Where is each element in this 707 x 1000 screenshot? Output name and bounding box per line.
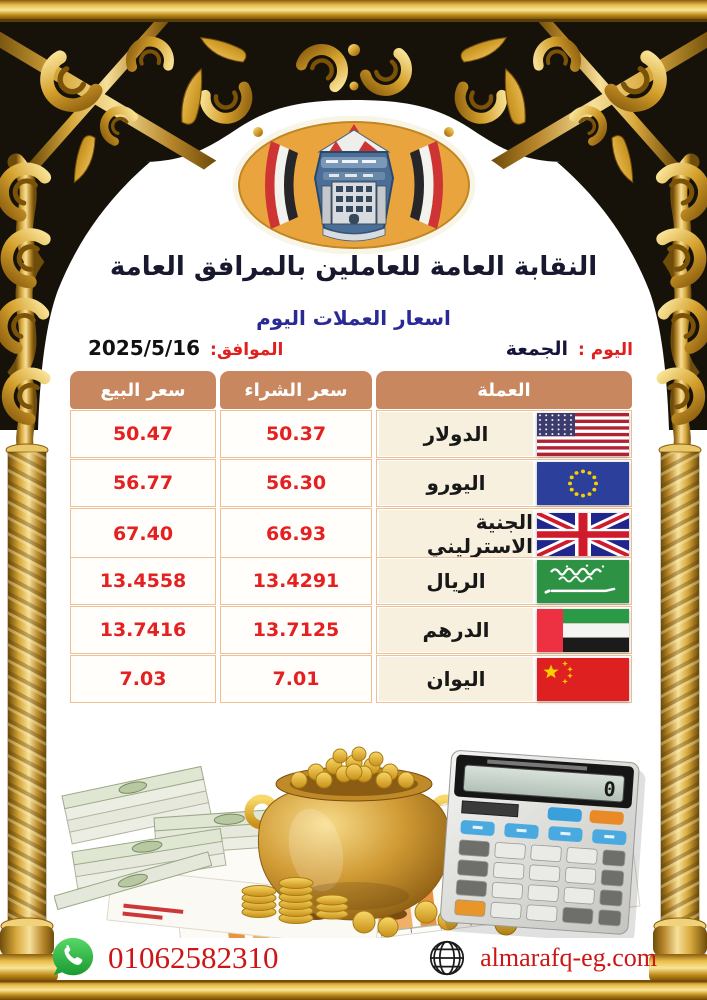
col-header-buy: سعر الشراء <box>220 371 372 409</box>
date-group: الموافق: 2025/5/16 <box>88 336 283 360</box>
buy-price: 13.7125 <box>220 606 372 654</box>
eu-flag-icon <box>537 461 629 505</box>
egypt-flag-left-icon <box>265 141 298 229</box>
table-row-dollar: الدولار 50.37 50.47 <box>70 410 632 458</box>
table-row-riyal: الريال 13.4291 13.4558 <box>70 557 632 605</box>
currency-name: الدرهم <box>379 608 533 652</box>
syndicate-logo <box>232 115 476 255</box>
table-row-euro: اليورو 56.30 56.77 <box>70 459 632 507</box>
table-row-yuan: اليوان 7.01 7.03 <box>70 655 632 703</box>
org-title: النقابة العامة للعاملين بالمرافق العامة <box>109 252 598 282</box>
egypt-flag-right-icon <box>410 141 443 229</box>
buy-price: 50.37 <box>220 410 372 458</box>
currency-cell: الريال <box>376 557 632 605</box>
sell-price: 50.47 <box>70 410 216 458</box>
table-header-row: العملة سعر الشراء سعر البيع <box>70 371 632 409</box>
buy-price: 66.93 <box>220 508 372 560</box>
saudi-flag-icon <box>537 559 629 603</box>
date-value: 2025/5/16 <box>88 336 201 360</box>
website-url: almarafq-eg.com <box>480 943 657 972</box>
buy-price: 56.30 <box>220 459 372 507</box>
usa-flag-icon <box>537 412 629 456</box>
day-value: الجمعة <box>505 338 569 360</box>
sell-price: 67.40 <box>70 508 216 560</box>
currency-cell: اليوان <box>376 655 632 703</box>
date-label: الموافق: <box>210 340 284 360</box>
whatsapp-icon <box>50 935 96 981</box>
phone-number: 01062582310 <box>108 940 279 975</box>
rates-table: العملة سعر الشراء سعر البيع <box>70 371 632 703</box>
currency-cell: الدرهم <box>376 606 632 654</box>
currency-name: الجنية الاسترليني <box>379 510 533 558</box>
buy-price: 7.01 <box>220 655 372 703</box>
website-group: almarafq-eg.com <box>426 937 657 979</box>
day-label: اليوم : <box>578 340 633 360</box>
sell-price: 13.7416 <box>70 606 216 654</box>
currency-name: اليورو <box>379 461 533 505</box>
table-row-pound: الجنية الاسترليني 66.93 67.40 <box>70 508 632 560</box>
table-row-dirham: الدرهم 13.7125 13.7416 <box>70 606 632 654</box>
globe-icon <box>426 937 468 979</box>
sell-price: 13.4558 <box>70 557 216 605</box>
col-header-currency: العملة <box>376 371 632 409</box>
currency-cell: اليورو <box>376 459 632 507</box>
day-group: اليوم : الجمعة <box>506 338 633 360</box>
rates-subtitle: اسعار العملات اليوم <box>256 306 451 330</box>
buy-price: 13.4291 <box>220 557 372 605</box>
money-illustration: 0 <box>54 746 646 938</box>
gold-pot <box>244 746 464 921</box>
money-stacks <box>54 765 307 911</box>
date-row: اليوم : الجمعة الموافق: 2025/5/16 <box>88 336 633 360</box>
coin-stacks <box>241 877 518 938</box>
currency-name: اليوان <box>379 657 533 701</box>
col-header-sell: سعر البيع <box>70 371 216 409</box>
footer: 01062582310 almarafq-eg.com <box>50 934 657 982</box>
uae-flag-icon <box>537 608 629 652</box>
currency-cell: الجنية الاسترليني <box>376 508 632 560</box>
uk-flag-icon <box>537 512 629 556</box>
sell-price: 7.03 <box>70 655 216 703</box>
phone-group: 01062582310 <box>50 935 279 981</box>
emblem-shield <box>313 124 395 242</box>
currency-name: الريال <box>379 559 533 603</box>
calculator: 0 <box>440 750 646 938</box>
currency-cell: الدولار <box>376 410 632 458</box>
china-flag-icon <box>537 657 629 701</box>
currency-name: الدولار <box>379 412 533 456</box>
calculator-display: 0 <box>603 777 617 802</box>
sell-price: 56.77 <box>70 459 216 507</box>
